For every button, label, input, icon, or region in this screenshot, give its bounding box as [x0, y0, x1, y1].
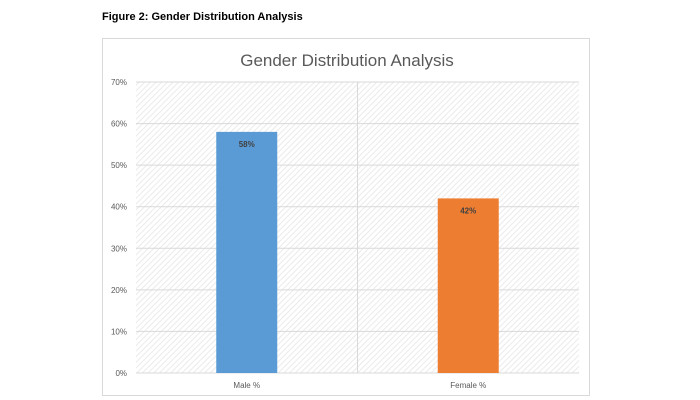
y-tick-label: 30%: [111, 244, 127, 253]
x-tick-label: Female %: [450, 381, 486, 390]
y-tick-label: 40%: [111, 203, 127, 212]
chart-title: Gender Distribution Analysis: [240, 51, 454, 70]
y-tick-label: 60%: [111, 120, 127, 129]
y-tick-label: 0%: [115, 369, 127, 378]
chart-frame: [102, 38, 590, 396]
y-tick-label: 70%: [111, 78, 127, 87]
data-label: 42%: [460, 206, 476, 215]
data-label: 58%: [239, 140, 255, 149]
bar-female: [437, 198, 499, 373]
bar-male: [216, 131, 278, 373]
y-tick-label: 20%: [111, 286, 127, 295]
y-tick-label: 10%: [111, 327, 127, 336]
x-tick-label: Male %: [233, 381, 260, 390]
figure-caption: Figure 2: Gender Distribution Analysis: [102, 11, 303, 23]
y-tick-label: 50%: [111, 161, 127, 170]
